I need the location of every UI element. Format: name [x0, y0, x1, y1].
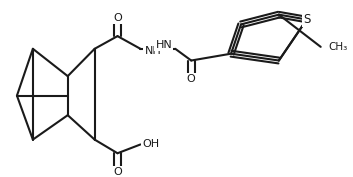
Text: CH₃: CH₃ — [329, 42, 348, 52]
Text: OH: OH — [142, 139, 160, 149]
Text: O: O — [113, 167, 122, 177]
Text: O: O — [113, 13, 122, 23]
Text: S: S — [303, 13, 310, 26]
Text: NH: NH — [144, 46, 161, 56]
Text: O: O — [187, 74, 196, 84]
Text: HN: HN — [156, 40, 172, 50]
